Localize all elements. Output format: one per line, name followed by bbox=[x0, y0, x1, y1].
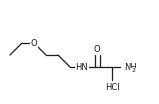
Text: NH: NH bbox=[124, 63, 137, 72]
Text: O: O bbox=[31, 38, 37, 48]
Text: HN: HN bbox=[76, 63, 88, 72]
Text: 2: 2 bbox=[131, 69, 135, 74]
Text: O: O bbox=[94, 46, 100, 54]
Text: HCl: HCl bbox=[105, 84, 119, 92]
